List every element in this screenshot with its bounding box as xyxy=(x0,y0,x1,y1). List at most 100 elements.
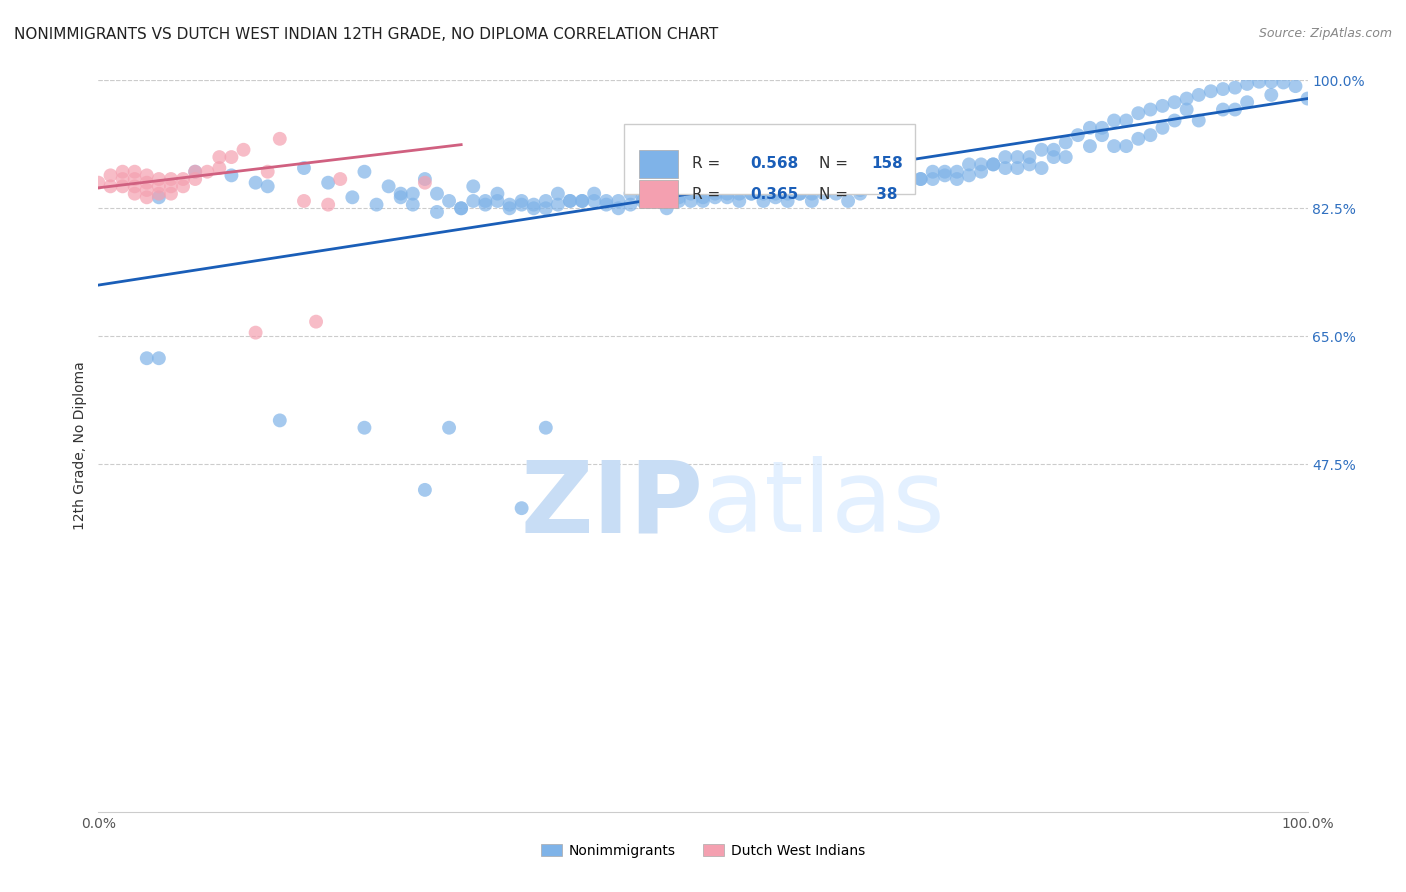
Text: 0.365: 0.365 xyxy=(751,187,799,202)
Point xyxy=(644,194,666,208)
Point xyxy=(316,176,339,190)
Point xyxy=(1175,103,1198,117)
Point xyxy=(184,164,207,178)
Point xyxy=(135,351,157,366)
Point xyxy=(1272,75,1295,89)
Point xyxy=(704,186,727,201)
Point xyxy=(981,157,1004,171)
Point xyxy=(837,194,859,208)
Point xyxy=(849,186,872,201)
Point xyxy=(402,197,425,211)
Point xyxy=(256,164,278,178)
Point xyxy=(728,186,751,201)
Point xyxy=(1031,161,1053,175)
Point xyxy=(184,172,207,186)
Point xyxy=(437,421,460,435)
Point xyxy=(1236,77,1258,91)
Point xyxy=(111,179,134,194)
Point xyxy=(148,179,170,194)
Point xyxy=(1284,79,1306,94)
Point xyxy=(329,172,352,186)
Point xyxy=(1078,120,1101,135)
Point xyxy=(510,501,533,516)
Point xyxy=(305,315,328,329)
Point xyxy=(668,190,690,204)
Legend: Nonimmigrants, Dutch West Indians: Nonimmigrants, Dutch West Indians xyxy=(536,838,870,863)
Point xyxy=(160,179,183,194)
Text: ZIP: ZIP xyxy=(520,456,703,553)
Point xyxy=(184,164,207,178)
Point xyxy=(498,197,520,211)
Point xyxy=(1007,161,1029,175)
Point xyxy=(221,169,243,183)
Text: R =: R = xyxy=(692,187,725,202)
Point xyxy=(921,164,943,178)
Point xyxy=(668,194,690,208)
Point xyxy=(1260,75,1282,89)
Point xyxy=(1078,139,1101,153)
FancyBboxPatch shape xyxy=(638,180,678,209)
Point xyxy=(910,172,932,186)
Point xyxy=(148,190,170,204)
Point xyxy=(1163,113,1185,128)
Point xyxy=(860,179,883,194)
Point xyxy=(558,194,581,208)
Point xyxy=(1236,95,1258,110)
FancyBboxPatch shape xyxy=(638,150,678,178)
Point xyxy=(463,179,485,194)
Point xyxy=(860,179,883,194)
Point xyxy=(534,421,557,435)
Text: atlas: atlas xyxy=(703,456,945,553)
Text: R =: R = xyxy=(692,156,725,171)
Point xyxy=(135,176,157,190)
Point xyxy=(111,172,134,186)
Point xyxy=(292,194,315,208)
Point xyxy=(1054,136,1077,150)
Point xyxy=(800,186,823,201)
Point xyxy=(704,190,727,204)
Point xyxy=(897,172,920,186)
Point xyxy=(679,186,702,201)
Point xyxy=(1102,113,1125,128)
Point xyxy=(534,202,557,216)
Point xyxy=(413,176,436,190)
Point xyxy=(776,186,799,201)
Point xyxy=(776,194,799,208)
Point xyxy=(655,202,678,216)
Point xyxy=(245,176,267,190)
Point xyxy=(1007,150,1029,164)
Point xyxy=(1296,92,1319,106)
Point xyxy=(510,197,533,211)
Point xyxy=(655,190,678,204)
Point xyxy=(547,197,569,211)
Point xyxy=(463,194,485,208)
Point xyxy=(269,132,291,146)
Point xyxy=(124,164,146,178)
Point xyxy=(1175,92,1198,106)
Point xyxy=(1212,82,1234,96)
Point xyxy=(413,172,436,186)
Point xyxy=(595,194,617,208)
Point xyxy=(728,194,751,208)
Point xyxy=(994,150,1017,164)
Point xyxy=(523,197,546,211)
Point xyxy=(1163,95,1185,110)
Point xyxy=(1139,103,1161,117)
Point xyxy=(619,186,641,201)
Point xyxy=(837,179,859,194)
Point xyxy=(765,190,787,204)
Point xyxy=(135,183,157,197)
Point xyxy=(172,179,194,194)
Point xyxy=(389,186,412,201)
Point xyxy=(1018,157,1040,171)
Point xyxy=(571,194,593,208)
Point xyxy=(523,202,546,216)
Point xyxy=(474,194,496,208)
Point xyxy=(994,161,1017,175)
Point xyxy=(1223,80,1246,95)
Point xyxy=(740,186,762,201)
Point xyxy=(934,164,956,178)
Point xyxy=(486,194,509,208)
Point xyxy=(402,186,425,201)
Point xyxy=(921,172,943,186)
